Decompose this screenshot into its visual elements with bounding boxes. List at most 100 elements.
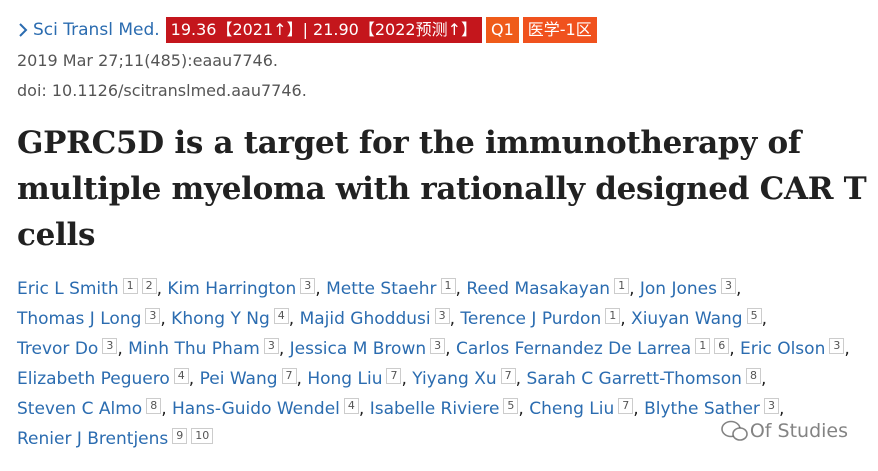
author-name[interactable]: Trevor Do: [17, 339, 99, 359]
affiliation-ref[interactable]: 8: [146, 398, 162, 414]
author-name[interactable]: Sarah C Garrett-Thomson: [526, 369, 742, 389]
separator: ,: [160, 309, 166, 329]
affiliation-ref[interactable]: 1: [605, 308, 621, 324]
separator: ,: [117, 339, 123, 359]
separator: ,: [629, 279, 635, 299]
author-name[interactable]: Khong Y Ng: [171, 309, 270, 329]
author-name[interactable]: Thomas J Long: [17, 309, 142, 329]
affiliation-ref[interactable]: 7: [386, 368, 402, 384]
author-name[interactable]: Xiuyan Wang: [631, 309, 743, 329]
author: Eric L Smith 1 2,: [17, 278, 162, 299]
author-name[interactable]: Kim Harrington: [167, 279, 297, 299]
author-name[interactable]: Yiyang Xu: [412, 369, 497, 389]
author: Renier J Brentjens 9 10: [17, 428, 214, 449]
affiliation-ref[interactable]: 3: [300, 278, 316, 294]
author: Thomas J Long 3,: [17, 308, 166, 329]
author-name[interactable]: Steven C Almo: [17, 399, 143, 419]
author: Hong Liu 7,: [307, 368, 407, 389]
watermark: Of Studies: [720, 419, 848, 443]
author: Cheng Liu 7,: [529, 398, 639, 419]
author-list: Eric L Smith 1 2, Kim Harrington 3, Mette S…: [17, 274, 867, 454]
zone-badge: 医学-1区: [522, 17, 597, 43]
journal-link[interactable]: Sci Transl Med.: [33, 20, 160, 40]
affiliation-ref[interactable]: 6: [714, 338, 730, 354]
author-name[interactable]: Mette Staehr: [326, 279, 437, 299]
author: Majid Ghoddusi 3,: [299, 308, 455, 329]
author-name[interactable]: Reed Masakayan: [466, 279, 611, 299]
separator: ,: [778, 399, 785, 419]
author-name[interactable]: Carlos Fernandez De Larrea: [455, 339, 692, 359]
author-name[interactable]: Eric Olson: [740, 339, 826, 359]
author: Jon Jones 3,: [639, 278, 742, 299]
affiliation-ref[interactable]: 5: [503, 398, 519, 414]
author-name[interactable]: Isabelle Riviere: [369, 399, 500, 419]
author-name[interactable]: Jessica M Brown: [289, 339, 427, 359]
citation: 2019 Mar 27;11(485):eaau7746.: [17, 51, 278, 70]
author: Mette Staehr 1,: [326, 278, 461, 299]
author: Steven C Almo 8,: [17, 398, 167, 419]
separator: ,: [761, 309, 767, 329]
affiliation-ref[interactable]: 4: [343, 398, 359, 414]
affiliation-ref[interactable]: 3: [430, 338, 446, 354]
affiliation-ref[interactable]: 1: [440, 278, 456, 294]
affiliation-ref[interactable]: 10: [191, 428, 214, 444]
separator: ,: [401, 369, 407, 389]
affiliation-ref[interactable]: 3: [763, 398, 779, 414]
author-name[interactable]: Jon Jones: [639, 279, 717, 299]
separator: ,: [358, 399, 365, 419]
separator: ,: [188, 369, 195, 389]
separator: ,: [445, 339, 451, 359]
author: Sarah C Garrett-Thomson 8,: [526, 368, 766, 389]
affiliation-ref[interactable]: 7: [500, 368, 516, 384]
separator: ,: [156, 279, 162, 299]
author-name[interactable]: Renier J Brentjens: [17, 429, 169, 449]
affiliation-ref[interactable]: 1: [614, 278, 630, 294]
affiliation-ref[interactable]: 5: [746, 308, 762, 324]
affiliation-ref[interactable]: 9: [172, 428, 188, 444]
author: Reed Masakayan 1,: [466, 278, 635, 299]
author: Kim Harrington 3,: [167, 278, 321, 299]
author-name[interactable]: Hong Liu: [307, 369, 383, 389]
affiliation-ref[interactable]: 7: [618, 398, 634, 414]
separator: ,: [455, 279, 461, 299]
affiliation-ref[interactable]: 3: [102, 338, 118, 354]
affiliation-ref[interactable]: 7: [281, 368, 297, 384]
affiliation-ref[interactable]: 3: [263, 338, 279, 354]
author-name[interactable]: Minh Thu Pham: [128, 339, 260, 359]
journal-row: Sci Transl Med. 19.36【2021↑】| 21.90【2022…: [17, 14, 867, 46]
separator: ,: [161, 399, 167, 419]
separator: ,: [735, 279, 742, 299]
impact-badge: 19.36【2021↑】| 21.90【2022预测↑】: [165, 17, 482, 43]
author-name[interactable]: Terence J Purdon: [460, 309, 602, 329]
affiliation-ref[interactable]: 2: [141, 278, 157, 294]
author: Terence J Purdon 1,: [460, 308, 626, 329]
quartile-badge: Q1: [485, 17, 519, 43]
separator: ,: [620, 309, 626, 329]
author: Jessica M Brown 3,: [289, 338, 451, 359]
author-name[interactable]: Majid Ghoddusi: [299, 309, 431, 329]
author: Minh Thu Pham 3,: [128, 338, 284, 359]
separator: ,: [315, 279, 321, 299]
author-name[interactable]: Pei Wang: [199, 369, 278, 389]
separator: ,: [729, 339, 735, 359]
author-name[interactable]: Hans-Guido Wendel: [172, 399, 340, 419]
author-name[interactable]: Blythe Sather: [644, 399, 760, 419]
author-name[interactable]: Eric L Smith: [17, 279, 119, 299]
affiliation-ref[interactable]: 3: [720, 278, 736, 294]
separator: ,: [296, 369, 302, 389]
affiliation-ref[interactable]: 4: [173, 368, 189, 384]
affiliation-ref[interactable]: 8: [745, 368, 761, 384]
affiliation-ref[interactable]: 3: [145, 308, 161, 324]
affiliation-ref[interactable]: 3: [434, 308, 450, 324]
doi: doi: 10.1126/scitranslmed.aau7746.: [17, 81, 307, 100]
affiliation-ref[interactable]: 3: [829, 338, 845, 354]
author-name[interactable]: Elizabeth Peguero: [17, 369, 170, 389]
author-name[interactable]: Cheng Liu: [529, 399, 615, 419]
affiliation-ref[interactable]: 1: [122, 278, 138, 294]
article-title: GPRC5D is a target for the immunotherapy…: [17, 125, 867, 253]
separator: ,: [633, 399, 639, 419]
affiliation-ref[interactable]: 4: [273, 308, 289, 324]
affiliation-ref[interactable]: 1: [695, 338, 711, 354]
author: Pei Wang 7,: [199, 368, 302, 389]
